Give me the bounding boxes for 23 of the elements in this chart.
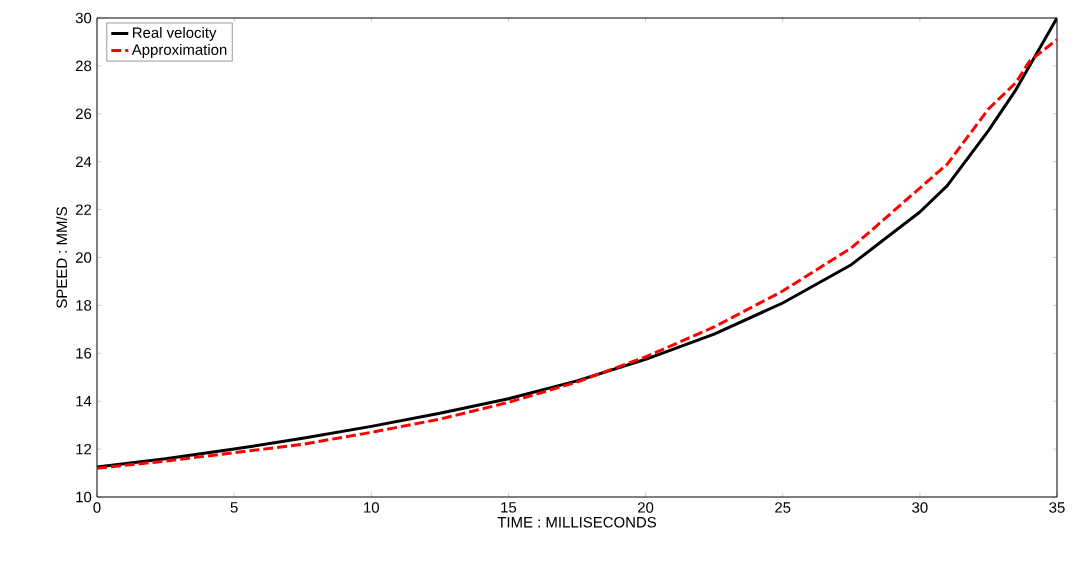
x-tick-label: 20	[638, 502, 654, 513]
y-axis-title: SPEED : MM/S	[56, 207, 68, 308]
y-tick-label: 26	[75, 108, 92, 120]
y-tick-label: 14	[76, 396, 92, 407]
y-tick-label: 12	[76, 443, 92, 455]
x-tick-label: 0	[93, 502, 101, 513]
x-tick-label: 15	[501, 502, 517, 513]
legend-label: Approximation	[131, 44, 227, 58]
y-tick-label: 18	[76, 300, 92, 311]
y-tick-label: 28	[75, 60, 92, 72]
y-tick-label: 22	[75, 204, 92, 215]
x-axis-title: TIME : MILLISECONDS	[497, 516, 657, 528]
legend-label: Real velocity	[132, 26, 217, 41]
y-tick-label: 10	[76, 491, 92, 503]
x-tick-label: 30	[912, 502, 928, 513]
x-tick-label: 5	[230, 502, 238, 513]
x-tick-label: 10	[364, 502, 380, 513]
x-tick-label: 35	[1049, 502, 1065, 513]
y-tick-label: 24	[75, 156, 92, 167]
y-tick-label: 16	[76, 348, 92, 359]
y-tick-label: 30	[75, 12, 92, 24]
x-tick-label: 25	[775, 502, 791, 513]
y-tick-label: 20	[75, 252, 92, 263]
